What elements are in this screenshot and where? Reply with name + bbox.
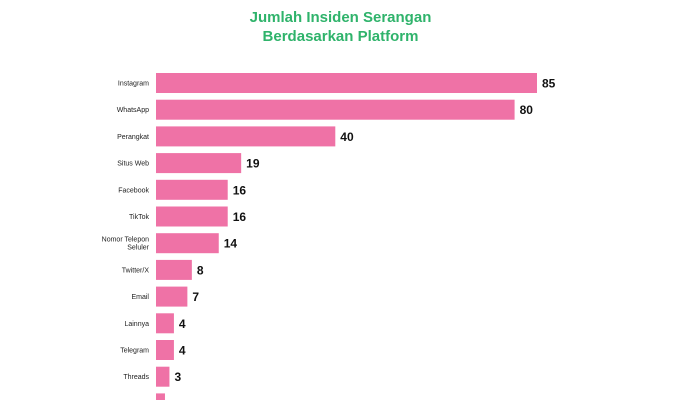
value-label-9: 4	[179, 317, 186, 331]
bar-4	[156, 179, 228, 200]
value-label-0: 85	[542, 77, 556, 91]
value-label-11: 3	[174, 370, 181, 384]
chart-title-line-1: Jumlah Insiden Serangan	[249, 9, 432, 26]
category-label-5: TikTok	[129, 214, 149, 221]
category-label-4: Facebook	[118, 187, 149, 194]
category-label-9: Lainnya	[124, 321, 149, 328]
category-label-0: Instagram	[118, 81, 149, 88]
value-label-5: 16	[233, 210, 247, 224]
bar-11	[156, 366, 170, 387]
bar-7	[156, 259, 192, 280]
value-label-3: 19	[246, 157, 260, 171]
bar-1	[156, 99, 515, 120]
category-label-1: WhatsApp	[117, 107, 149, 114]
category-label-6: Nomor Telepon Seluler	[102, 237, 150, 252]
value-label-7: 8	[197, 263, 204, 277]
category-label-3: Situs Web	[117, 161, 149, 168]
value-label-6: 14	[224, 237, 238, 251]
value-label-2: 40	[340, 130, 354, 144]
plot-area: Instagram 85 WhatsApp 80 Perangkat 40 Situs We…	[102, 73, 556, 400]
value-label-10: 4	[179, 344, 186, 358]
category-label-7: Twitter/X	[122, 267, 150, 274]
value-label-8: 7	[192, 290, 199, 304]
bar-9	[156, 313, 174, 334]
bar-6	[156, 233, 219, 254]
value-label-4: 16	[233, 183, 247, 197]
category-label-10: Telegram	[120, 348, 149, 355]
category-label-8: Email	[131, 294, 149, 301]
bar-8	[156, 286, 188, 307]
bar-0	[156, 73, 537, 93]
bar-3	[156, 153, 242, 174]
bar-2	[156, 126, 336, 147]
bar-10	[156, 340, 174, 360]
category-label-11: Threads	[123, 374, 149, 381]
bar-12	[156, 393, 165, 400]
value-label-1: 80	[520, 103, 534, 117]
bar-5	[156, 206, 228, 227]
chart-title-line-2: Berdasarkan Platform	[262, 28, 419, 45]
chart-title: Jumlah Insiden Serangan Berdasarkan Plat…	[0, 8, 681, 46]
category-label-2: Perangkat	[117, 134, 149, 141]
